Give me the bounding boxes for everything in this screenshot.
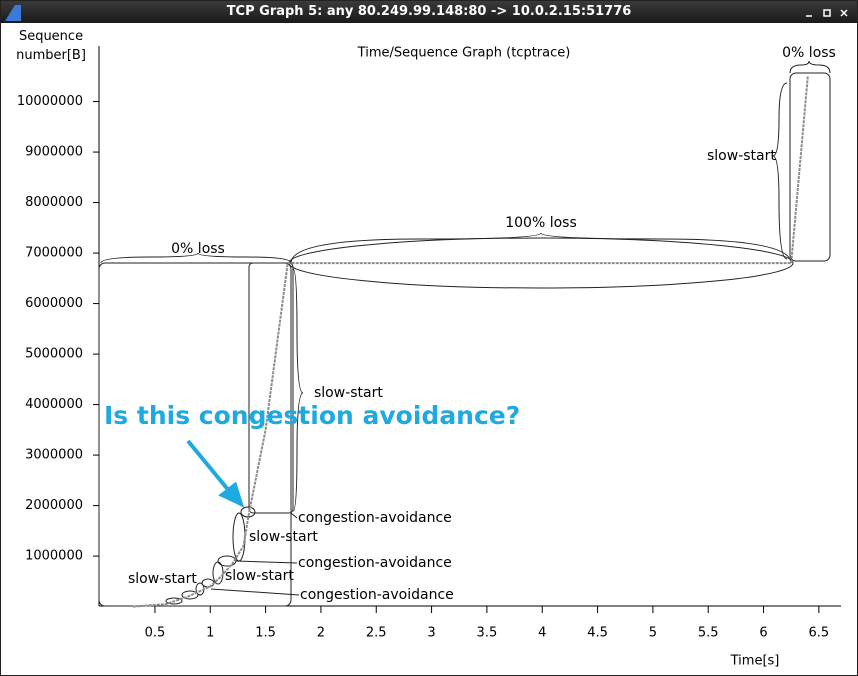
x-tick-label: 3 [427, 626, 435, 641]
title-bar: TCP Graph 5: any 80.249.99.148:80 -> 10.… [1, 1, 857, 23]
y-tick-label: 8000000 [25, 195, 83, 210]
annotation: 0% loss [171, 241, 225, 257]
chart-title: Time/Sequence Graph (tcptrace) [357, 46, 571, 61]
x-tick-label: 0.5 [145, 626, 166, 641]
annotation: congestion-avoidance [300, 587, 454, 603]
x-tick-label: 4 [538, 626, 546, 641]
x-tick-label: 2 [317, 626, 325, 641]
x-tick-label: 2.5 [366, 626, 387, 641]
window-buttons[interactable] [806, 9, 848, 17]
y-tick-label: 5000000 [25, 347, 83, 362]
y-tick-label: 9000000 [25, 145, 83, 160]
y-tick-label: 6000000 [25, 296, 83, 311]
app-icon [5, 5, 21, 21]
annotation: 0% loss [782, 45, 836, 61]
x-tick-label: 5 [649, 626, 657, 641]
y-tick-label: 4000000 [25, 397, 83, 412]
question-annotation: Is this congestion avoidance? [104, 401, 520, 430]
y-tick-label: 10000000 [17, 94, 83, 109]
annotation: slow-start [707, 148, 776, 164]
x-tick-label: 6.5 [809, 626, 830, 641]
x-tick-label: 6 [759, 626, 767, 641]
annotation-shapes [98, 60, 831, 607]
annotation: slow-start [249, 529, 318, 545]
annotation: slow-start [314, 385, 383, 401]
x-tick-label: 4.5 [587, 626, 608, 641]
annotation: congestion-avoidance [298, 510, 452, 526]
y-axis-label: Sequence number[B] [16, 29, 86, 63]
sequence-line [132, 76, 809, 608]
x-axis-label: Time[s] [730, 654, 780, 669]
x-tick-label: 1.5 [255, 626, 276, 641]
x-tick-label: 1 [206, 626, 214, 641]
x-tick-label: 5.5 [698, 626, 719, 641]
y-tick-label: 3000000 [25, 448, 83, 463]
y-tick-label: 1000000 [25, 549, 83, 564]
annotation: slow-start [225, 568, 294, 584]
annotation: slow-start [128, 571, 197, 587]
arrow [186, 439, 245, 508]
y-tick-label: 2000000 [25, 498, 83, 513]
window-title: TCP Graph 5: any 80.249.99.148:80 -> 10.… [226, 4, 632, 19]
x-tick-label: 3.5 [477, 626, 498, 641]
y-tick-label: 7000000 [25, 246, 83, 261]
annotation: 100% loss [505, 215, 577, 231]
annotation: congestion-avoidance [298, 555, 452, 571]
